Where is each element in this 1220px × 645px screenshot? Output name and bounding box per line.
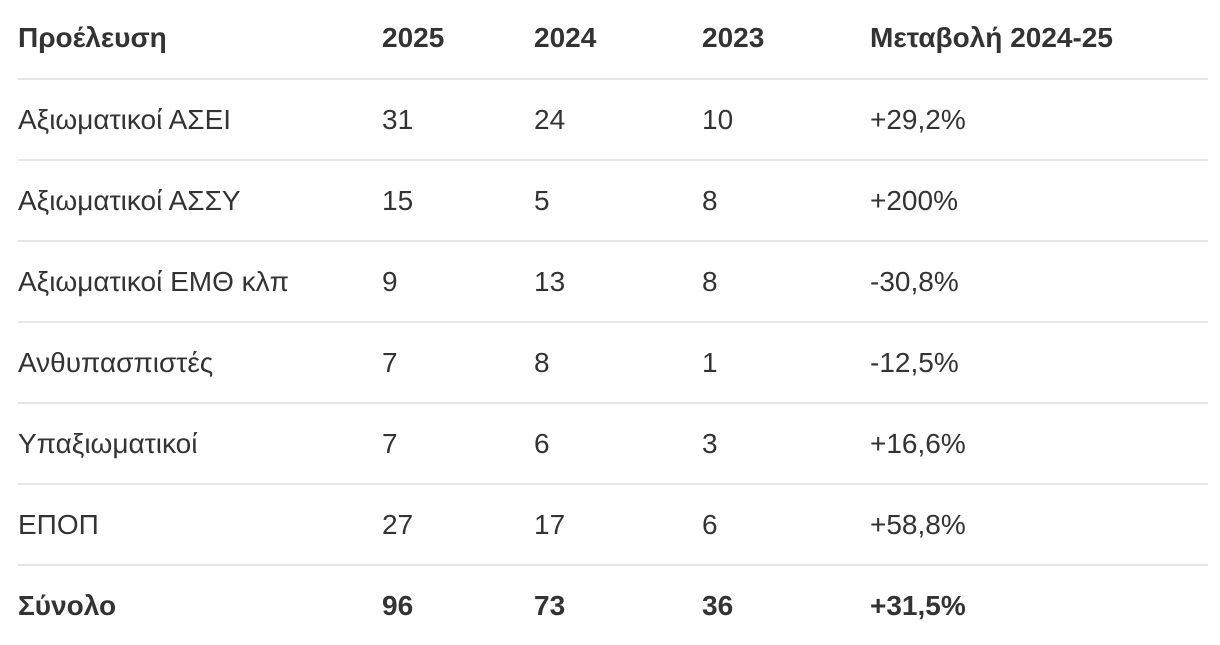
cell-2025: 31 bbox=[382, 79, 534, 161]
cell-change: -12,5% bbox=[870, 322, 1208, 404]
cell-change: -30,8% bbox=[870, 241, 1208, 323]
cell-change: +200% bbox=[870, 160, 1208, 242]
cell-origin: Ανθυπασπιστές bbox=[18, 322, 382, 404]
cell-2023: 8 bbox=[702, 160, 870, 242]
total-2024: 73 bbox=[534, 589, 566, 621]
cell-2023: 3 bbox=[702, 403, 870, 485]
cell-2024: 13 bbox=[534, 241, 702, 323]
cell-2024: 5 bbox=[534, 160, 702, 242]
total-2023: 36 bbox=[702, 589, 734, 621]
header-2024: 2024 bbox=[534, 0, 702, 80]
cell-2025: 27 bbox=[382, 484, 534, 566]
table-row: Αξιωματικοί ΑΣΕΙ 31 24 10 +29,2% bbox=[18, 79, 1208, 161]
cell-2023: 6 bbox=[702, 484, 870, 566]
cell-2023: 8 bbox=[702, 241, 870, 323]
cell-2023: 1 bbox=[702, 322, 870, 404]
cell-origin: Αξιωματικοί ΑΣΣΥ bbox=[18, 160, 382, 242]
header-2025: 2025 bbox=[382, 0, 534, 80]
cell-change: +29,2% bbox=[870, 79, 1208, 161]
table-row: Ανθυπασπιστές 7 8 1 -12,5% bbox=[18, 322, 1208, 404]
cell-change: +16,6% bbox=[870, 403, 1208, 485]
cell-origin: Αξιωματικοί ΑΣΕΙ bbox=[18, 79, 382, 161]
data-table-container: Προέλευση 2025 2024 2023 Μεταβολή 2024-2… bbox=[18, 0, 1208, 621]
header-2023: 2023 bbox=[702, 0, 870, 80]
header-change: Μεταβολή 2024-25 bbox=[870, 0, 1208, 80]
cell-2023: 10 bbox=[702, 79, 870, 161]
total-2025: 96 bbox=[382, 589, 414, 621]
table-row: Αξιωματικοί ΕΜΘ κλπ 9 13 8 -30,8% bbox=[18, 241, 1208, 323]
total-change: +31,5% bbox=[870, 589, 966, 621]
cell-2024: 8 bbox=[534, 322, 702, 404]
cell-2025: 15 bbox=[382, 160, 534, 242]
cell-origin: ΕΠΟΠ bbox=[18, 484, 382, 566]
cell-2025: 9 bbox=[382, 241, 534, 323]
cell-2025: 7 bbox=[382, 322, 534, 404]
cell-2024: 24 bbox=[534, 79, 702, 161]
header-origin: Προέλευση bbox=[18, 0, 382, 80]
cell-change: +58,8% bbox=[870, 484, 1208, 566]
cell-2024: 17 bbox=[534, 484, 702, 566]
cell-origin: Υπαξιωματικοί bbox=[18, 403, 382, 485]
table-row: Αξιωματικοί ΑΣΣΥ 15 5 8 +200% bbox=[18, 160, 1208, 242]
table-row: Υπαξιωματικοί 7 6 3 +16,6% bbox=[18, 403, 1208, 485]
table-row: ΕΠΟΠ 27 17 6 +58,8% bbox=[18, 484, 1208, 566]
cell-2024: 6 bbox=[534, 403, 702, 485]
cell-origin: Αξιωματικοί ΕΜΘ κλπ bbox=[18, 241, 382, 323]
cell-2025: 7 bbox=[382, 403, 534, 485]
origin-comparison-table: Προέλευση 2025 2024 2023 Μεταβολή 2024-2… bbox=[18, 0, 1208, 645]
total-label: Σύνολο bbox=[18, 589, 117, 621]
table-total-row: Σύνολο 96 73 36 +31,5% bbox=[18, 565, 1208, 645]
table-header-row: Προέλευση 2025 2024 2023 Μεταβολή 2024-2… bbox=[18, 0, 1208, 80]
